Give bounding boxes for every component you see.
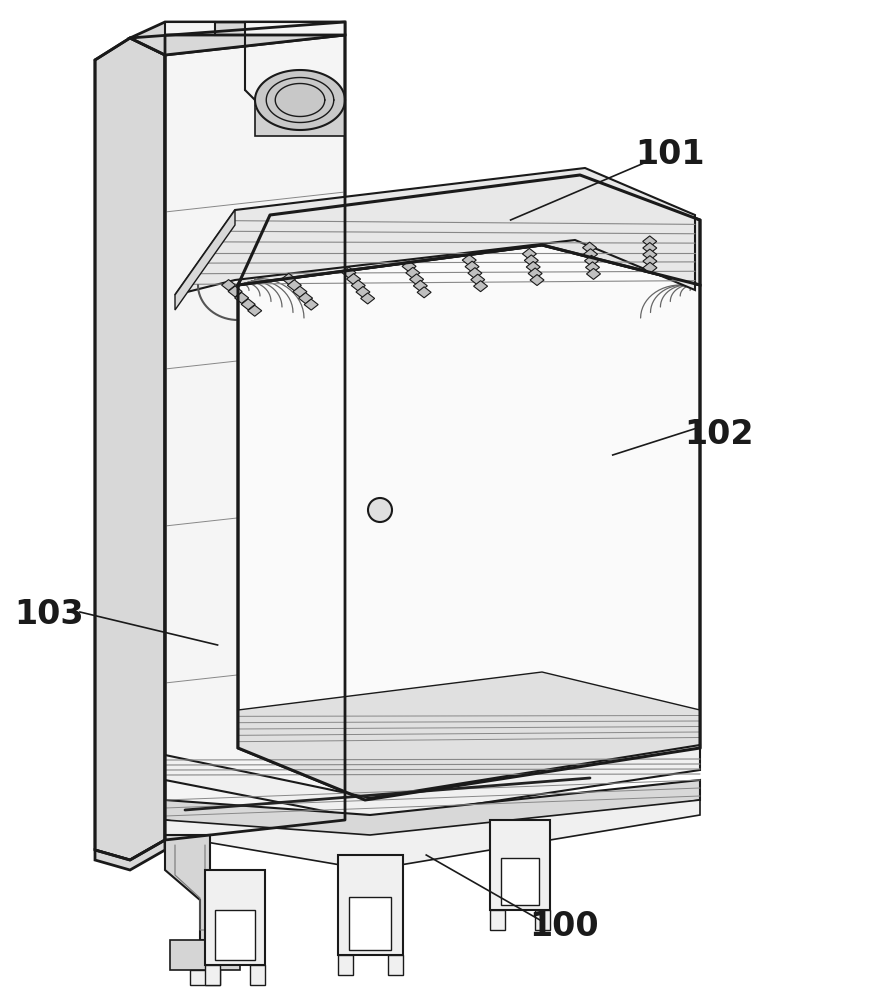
Text: 102: 102 (685, 418, 754, 452)
Polygon shape (584, 255, 599, 266)
Polygon shape (228, 286, 242, 297)
Polygon shape (165, 745, 700, 820)
Polygon shape (255, 100, 345, 136)
Polygon shape (535, 910, 550, 930)
Polygon shape (346, 274, 361, 285)
Polygon shape (530, 275, 544, 286)
Polygon shape (463, 255, 476, 266)
Polygon shape (586, 268, 600, 279)
Polygon shape (165, 800, 700, 870)
Polygon shape (165, 780, 700, 855)
Polygon shape (130, 22, 345, 55)
Polygon shape (524, 255, 538, 266)
Polygon shape (165, 835, 235, 940)
Polygon shape (238, 672, 700, 800)
Polygon shape (238, 245, 700, 800)
Polygon shape (522, 248, 536, 259)
Polygon shape (643, 262, 657, 273)
Polygon shape (471, 274, 485, 285)
Polygon shape (234, 292, 249, 303)
Polygon shape (417, 287, 431, 298)
Polygon shape (190, 970, 220, 985)
Text: 103: 103 (14, 598, 83, 632)
Polygon shape (501, 858, 539, 905)
Polygon shape (298, 293, 313, 304)
Polygon shape (175, 210, 235, 310)
Polygon shape (643, 249, 657, 260)
Polygon shape (406, 267, 420, 278)
Polygon shape (643, 236, 657, 247)
Polygon shape (409, 274, 424, 285)
Polygon shape (222, 280, 235, 291)
Circle shape (368, 498, 392, 522)
Polygon shape (242, 299, 255, 310)
Polygon shape (402, 261, 416, 272)
Polygon shape (305, 299, 318, 310)
Polygon shape (337, 855, 402, 955)
Polygon shape (468, 268, 482, 279)
Polygon shape (337, 955, 353, 975)
Polygon shape (583, 249, 598, 260)
Polygon shape (387, 955, 402, 975)
Polygon shape (238, 175, 700, 285)
Polygon shape (490, 820, 550, 910)
Polygon shape (170, 940, 240, 970)
Polygon shape (349, 897, 391, 950)
Polygon shape (215, 910, 255, 960)
Polygon shape (250, 965, 265, 985)
Polygon shape (95, 840, 165, 870)
Polygon shape (361, 293, 375, 304)
Polygon shape (281, 273, 296, 284)
Polygon shape (473, 281, 488, 292)
Polygon shape (255, 70, 345, 130)
Polygon shape (175, 168, 695, 295)
Polygon shape (528, 268, 543, 279)
Polygon shape (643, 256, 657, 267)
Polygon shape (95, 38, 165, 860)
Polygon shape (352, 280, 365, 291)
Polygon shape (293, 286, 307, 297)
Polygon shape (205, 965, 220, 985)
Polygon shape (205, 870, 265, 965)
Polygon shape (288, 280, 301, 291)
Polygon shape (248, 305, 262, 316)
Polygon shape (583, 242, 597, 253)
Polygon shape (356, 286, 370, 297)
Polygon shape (413, 280, 427, 291)
Polygon shape (527, 261, 540, 272)
Text: 100: 100 (529, 910, 599, 944)
Polygon shape (585, 262, 599, 273)
Text: 101: 101 (636, 138, 705, 172)
Polygon shape (643, 243, 657, 254)
Polygon shape (165, 35, 345, 840)
Polygon shape (165, 22, 345, 35)
Polygon shape (342, 267, 356, 278)
Polygon shape (490, 910, 505, 930)
Polygon shape (465, 261, 479, 272)
